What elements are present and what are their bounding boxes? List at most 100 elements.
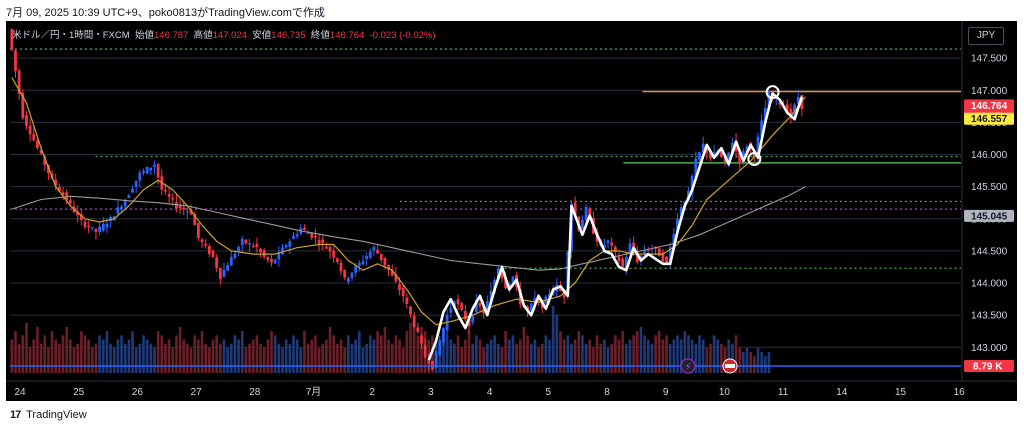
time-tick-label: 9 xyxy=(663,387,669,398)
volume-bar xyxy=(731,343,734,373)
volume-bar xyxy=(577,331,581,373)
candle-body xyxy=(79,214,83,221)
candle-body xyxy=(467,318,471,327)
candle-body xyxy=(460,303,464,310)
volume-bar xyxy=(101,339,105,373)
volume-bar xyxy=(266,339,270,373)
candle-body xyxy=(321,239,325,244)
candle-body xyxy=(621,258,625,267)
volume-bar xyxy=(460,347,464,373)
volume-bar xyxy=(164,343,167,373)
time-tick-label: 8 xyxy=(604,387,610,398)
candle-body xyxy=(698,152,701,160)
volume-bar xyxy=(661,339,665,373)
candle-body xyxy=(511,276,515,283)
time-tick-label: 3 xyxy=(428,387,434,398)
volume-bar xyxy=(690,339,694,373)
volume-bar xyxy=(65,326,68,373)
volume-bar xyxy=(105,331,109,373)
candle-body xyxy=(763,107,767,124)
volume-bar xyxy=(431,335,434,373)
price-chart[interactable]: 147.500147.000146.500146.000145.500145.0… xyxy=(6,21,1017,401)
volume-bar xyxy=(244,347,248,373)
volume-bar xyxy=(537,347,540,373)
volume-bar xyxy=(760,352,763,373)
candle-body xyxy=(222,269,226,277)
time-tick-label: 15 xyxy=(895,387,907,398)
candle-body xyxy=(423,345,427,358)
candle-body xyxy=(215,257,219,269)
volume-bar xyxy=(361,347,365,373)
candle-body xyxy=(182,207,186,210)
candle-body xyxy=(270,258,273,263)
candle-body xyxy=(87,225,91,228)
volume-bar xyxy=(599,343,603,373)
candle-body xyxy=(262,250,266,257)
candle-body xyxy=(767,91,771,109)
candle-body xyxy=(438,340,442,356)
volume-bar xyxy=(14,331,17,373)
volume-bar xyxy=(28,347,32,373)
volume-bar xyxy=(456,335,460,373)
price-label-box xyxy=(964,209,1014,222)
low-label: 安値 xyxy=(252,30,272,41)
close-value: 146.764 xyxy=(329,30,365,41)
candle-body xyxy=(738,151,742,164)
volume-bar xyxy=(379,335,383,373)
volume-bar xyxy=(738,347,742,373)
volume-bar xyxy=(259,343,262,373)
high-value: 147.024 xyxy=(212,30,247,41)
candle-body xyxy=(57,186,61,192)
candle-body xyxy=(562,289,566,298)
volume-bar xyxy=(493,335,496,373)
candle-body xyxy=(295,234,299,237)
volume-bar xyxy=(551,306,555,373)
volume-bar xyxy=(350,343,354,373)
candle-body xyxy=(376,249,379,254)
candle-body xyxy=(478,303,482,307)
volume-bar xyxy=(127,339,131,373)
volume-bar xyxy=(72,347,76,373)
candle-body xyxy=(200,239,204,243)
volume-bar xyxy=(694,343,698,373)
volume-bar xyxy=(222,339,226,373)
candle-body xyxy=(606,240,610,243)
volume-bar xyxy=(138,343,142,373)
volume-bar xyxy=(255,335,259,373)
volume-bar xyxy=(464,339,467,373)
candle-body xyxy=(94,228,98,232)
volume-bar xyxy=(310,339,314,373)
volume-bar xyxy=(559,331,562,373)
candle-body xyxy=(379,253,383,261)
volume-bar xyxy=(603,339,606,373)
volume-bar xyxy=(186,343,189,373)
price-tick-label: 144.500 xyxy=(971,246,1008,257)
candle-body xyxy=(679,207,683,221)
volume-bar xyxy=(32,339,36,373)
volume-bar xyxy=(394,335,398,373)
volume-bar xyxy=(720,343,723,373)
volume-bar xyxy=(123,343,127,373)
volume-bar xyxy=(621,331,624,373)
volume-bar xyxy=(47,347,50,373)
candle-body xyxy=(343,270,347,278)
currency-button[interactable]: JPY xyxy=(968,27,1004,45)
volume-bar xyxy=(507,339,511,373)
volume-bar xyxy=(643,335,646,373)
volume-bar xyxy=(21,335,25,373)
price-label-text: 146.764 xyxy=(971,101,1008,112)
candle-body xyxy=(303,227,306,230)
candle-body xyxy=(14,50,17,71)
candle-body xyxy=(354,266,358,273)
volume-bar xyxy=(588,339,592,373)
candle-body xyxy=(101,223,105,231)
volume-bar xyxy=(39,343,43,373)
candle-body xyxy=(233,253,237,258)
volume-bar xyxy=(515,343,518,373)
volume-bar xyxy=(401,347,405,373)
volume-bar xyxy=(727,339,731,373)
high-label: 高値 xyxy=(193,30,213,41)
volume-bar xyxy=(734,335,738,373)
candle-body xyxy=(68,199,72,204)
candle-body xyxy=(628,243,632,255)
